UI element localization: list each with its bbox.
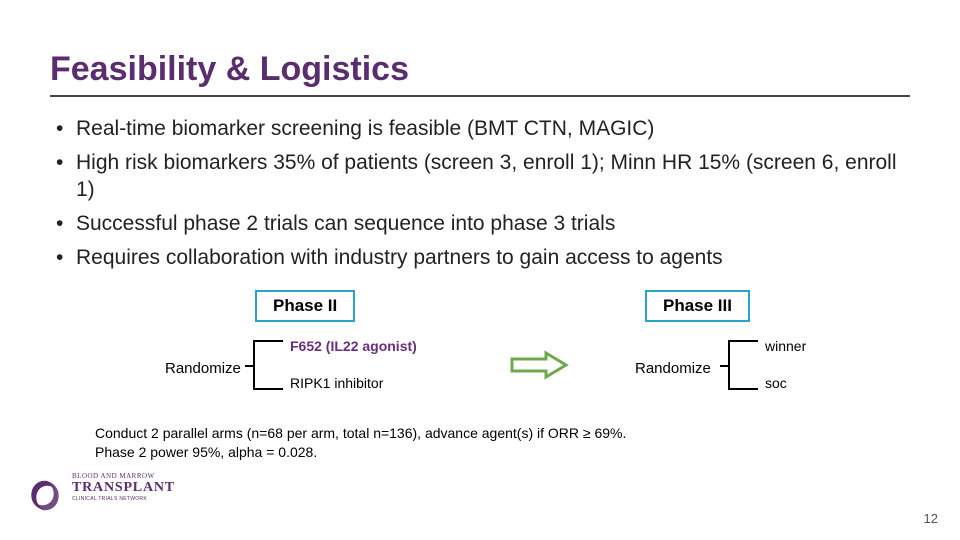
bracket-stem-right bbox=[720, 365, 728, 367]
transplant-logo-icon bbox=[26, 476, 64, 514]
arrow-icon bbox=[510, 350, 570, 380]
bullet-item: High risk biomarkers 35% of patients (sc… bbox=[50, 149, 910, 204]
caption-line-2: Phase 2 power 95%, alpha = 0.028. bbox=[95, 444, 317, 460]
bullet-list: Real-time biomarker screening is feasibl… bbox=[50, 115, 910, 272]
randomize-label-right: Randomize bbox=[635, 360, 711, 377]
bracket-right bbox=[728, 340, 758, 390]
bullet-item: Successful phase 2 trials can sequence i… bbox=[50, 210, 910, 238]
arm-ripk1-label: RIPK1 inhibitor bbox=[290, 375, 383, 391]
logo-line-2: TRANSPLANT bbox=[72, 480, 242, 496]
bracket-stem-left bbox=[245, 365, 253, 367]
page-title: Feasibility & Logistics bbox=[50, 50, 910, 97]
logo-line-3: CLINICAL TRIALS NETWORK bbox=[72, 496, 242, 502]
arm-f652-label: F652 (IL22 agonist) bbox=[290, 338, 417, 354]
outcome-winner-label: winner bbox=[765, 338, 806, 354]
bullet-item: Real-time biomarker screening is feasibl… bbox=[50, 115, 910, 143]
caption-line-1: Conduct 2 parallel arms (n=68 per arm, t… bbox=[95, 425, 626, 441]
bracket-left bbox=[253, 340, 283, 390]
phase-diagram: Phase II Phase III Randomize F652 (IL22 … bbox=[50, 290, 910, 440]
phase3-box: Phase III bbox=[645, 290, 750, 322]
logo-line-1: BLOOD AND MARROW bbox=[72, 472, 242, 480]
page-number: 12 bbox=[924, 511, 938, 526]
phase2-box: Phase II bbox=[255, 290, 355, 322]
outcome-soc-label: soc bbox=[765, 375, 787, 391]
footer-logo: BLOOD AND MARROW TRANSPLANT CLINICAL TRI… bbox=[26, 474, 226, 518]
caption-text: Conduct 2 parallel arms (n=68 per arm, t… bbox=[95, 424, 865, 462]
randomize-label-left: Randomize bbox=[165, 360, 241, 377]
bullet-item: Requires collaboration with industry par… bbox=[50, 244, 910, 272]
